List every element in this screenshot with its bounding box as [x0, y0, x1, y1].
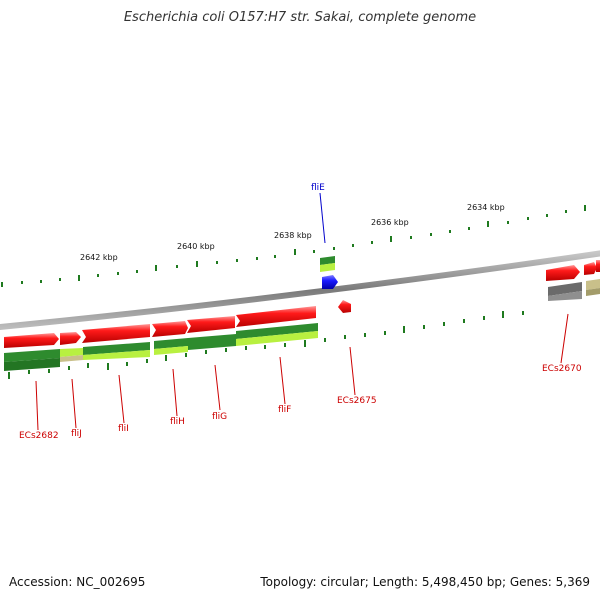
upper-tick-row	[1, 205, 586, 287]
kbp-labels: 2642 kbp 2640 kbp 2638 kbp 2636 kbp 2634…	[80, 203, 505, 262]
gene-label-flie[interactable]: fliE	[311, 183, 325, 193]
label-leaders	[35, 192, 569, 431]
gene-arrow-ecs2670	[546, 265, 580, 281]
gene-arrow-flif	[236, 306, 316, 327]
gene-label-flii[interactable]: fliI	[118, 424, 129, 434]
leader-flij	[71, 378, 77, 429]
orf-bar	[548, 291, 582, 301]
genome-summary-text: Topology: circular; Length: 5,498,450 bp…	[260, 575, 590, 589]
leader-flie	[319, 192, 326, 244]
orf-bar	[83, 342, 150, 355]
orf-bar	[154, 346, 188, 355]
gene-arrow-edge	[596, 260, 600, 272]
gene-arrow-flij	[60, 332, 81, 345]
leader-ecs2675	[349, 346, 356, 396]
gene-arrow-flie[interactable]	[322, 275, 338, 289]
orf-bar	[60, 355, 83, 362]
accession-text: Accession: NC_002695	[9, 575, 146, 589]
orf-bars	[4, 256, 600, 371]
lower-tick-row	[8, 311, 524, 379]
kbp-label: 2636 kbp	[371, 218, 409, 227]
gene-arrow-flih	[152, 321, 188, 337]
orf-bar	[320, 256, 335, 265]
leader-flig	[214, 364, 221, 411]
gene-arrow-next	[584, 262, 597, 275]
genome-title: Escherichia coli O157:H7 str. Sakai, com…	[123, 10, 477, 25]
orf-bar	[548, 282, 582, 296]
orf-bar	[236, 331, 318, 346]
leader-flif	[279, 356, 286, 405]
orf-bar	[83, 350, 150, 360]
orf-bar	[4, 349, 60, 362]
gene-label-flig[interactable]: fliG	[212, 412, 227, 422]
orf-bar	[586, 288, 600, 296]
leader-ecs2682	[35, 380, 39, 431]
gene-label-ecs2670[interactable]: ECs2670	[542, 364, 582, 374]
leader-flih	[172, 368, 178, 417]
gene-label-flih[interactable]: fliH	[170, 417, 185, 427]
orf-bar	[60, 348, 83, 357]
leader-flii	[118, 374, 125, 424]
orf-bar	[320, 263, 335, 272]
kbp-label: 2638 kbp	[274, 231, 312, 240]
gene-arrow-flii	[82, 324, 150, 343]
leader-ecs2670	[560, 313, 569, 364]
orf-bar	[4, 358, 60, 371]
gene-label-flij[interactable]: fliJ	[71, 429, 82, 439]
kbp-label: 2642 kbp	[80, 253, 118, 262]
orf-bar	[586, 279, 600, 290]
orf-bar	[236, 323, 318, 339]
orf-bar	[154, 338, 188, 349]
gene-label-ecs2682[interactable]: ECs2682	[19, 431, 59, 441]
gene-arrows	[4, 260, 600, 348]
genome-backbone	[0, 250, 600, 331]
gene-label-ecs2675[interactable]: ECs2675	[337, 396, 377, 406]
gene-label-flif[interactable]: fliF	[278, 405, 291, 415]
gene-arrow-flig	[187, 316, 235, 333]
gene-arrow-ecs2682	[4, 333, 59, 348]
gene-arrow-ecs2675	[338, 300, 351, 313]
orf-bar	[188, 334, 236, 350]
gene-labels: ECs2682 fliJ fliI fliH fliG fliF ECs2675…	[19, 183, 582, 441]
kbp-label: 2640 kbp	[177, 242, 215, 251]
kbp-label: 2634 kbp	[467, 203, 505, 212]
